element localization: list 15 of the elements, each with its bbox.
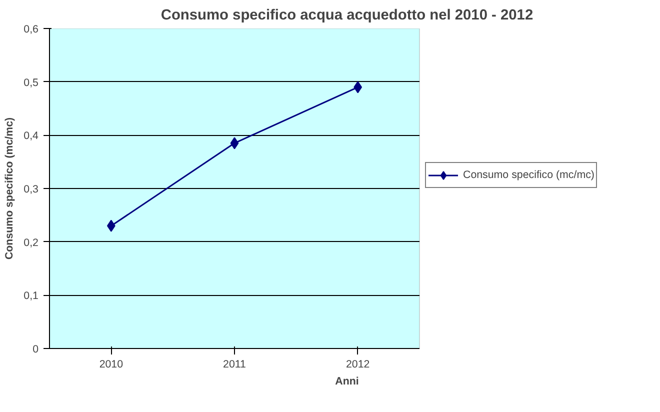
y-tick-label: 0	[32, 344, 39, 356]
x-tick-label: 2012	[346, 358, 370, 370]
y-tick-label: 0,5	[24, 76, 39, 89]
y-tick-label: 0,4	[24, 130, 39, 142]
legend-label: Consumo specifico (mc/mc)	[463, 169, 594, 181]
y-tick-label: 0,3	[24, 184, 39, 196]
point	[230, 137, 239, 150]
y-tick-label: 0,2	[24, 236, 39, 249]
x-tick-label: 2010	[99, 358, 124, 370]
y-tick-label: 0,6	[24, 24, 39, 36]
y-tick-label: 0,1	[24, 290, 39, 302]
y-axis-title: Consumo specifico (mc/mc)	[4, 116, 16, 260]
chart-title: Consumo specifico acqua acquedotto nel 2010 - 2012	[160, 8, 534, 24]
x-axis-title: Anni	[335, 376, 359, 388]
x-tick-label: 2011	[223, 358, 246, 370]
